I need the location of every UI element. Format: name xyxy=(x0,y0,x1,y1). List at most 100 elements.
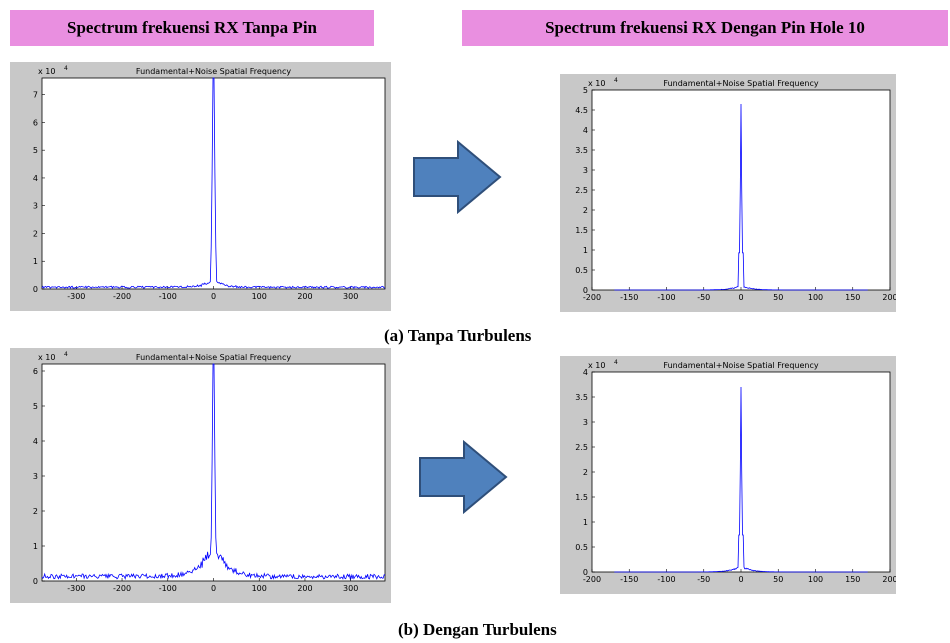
y-tick-label: 0 xyxy=(583,286,588,295)
x-tick-label: 100 xyxy=(252,584,267,593)
y-tick-label: 3.5 xyxy=(575,393,588,402)
axis-exponent: x 10 xyxy=(38,67,55,76)
x-tick-label: 0 xyxy=(738,575,743,584)
x-tick-label: -50 xyxy=(697,575,710,584)
plot-b-left: Fundamental+Noise Spatial Frequency x 10 4… xyxy=(10,348,391,603)
x-tick-label: -100 xyxy=(159,584,177,593)
y-tick-label: 1 xyxy=(583,246,588,255)
arrow-right-icon xyxy=(419,439,508,515)
x-tick-label: -200 xyxy=(113,292,131,301)
x-tick-label: 50 xyxy=(773,575,783,584)
x-tick-label: 200 xyxy=(882,575,896,584)
y-tick-label: 3 xyxy=(33,202,38,211)
y-tick-label: 3 xyxy=(583,418,588,427)
axis-exponent-power: 4 xyxy=(64,65,68,72)
y-tick-label: 0 xyxy=(33,577,38,586)
y-tick-label: 2.5 xyxy=(575,443,588,452)
y-tick-label: 3 xyxy=(33,472,38,481)
y-tick-label: 0 xyxy=(33,285,38,294)
y-tick-label: 4 xyxy=(33,174,38,183)
chart-a-right: Fundamental+Noise Spatial Frequency x 10 4… xyxy=(560,74,896,312)
y-tick-label: 5 xyxy=(33,402,38,411)
y-tick-label: 1 xyxy=(33,542,38,551)
axis-exponent: x 10 xyxy=(588,79,605,88)
series-line xyxy=(614,103,868,291)
y-tick-label: 4.5 xyxy=(575,106,588,115)
arrow-a xyxy=(412,139,502,219)
arrow-b xyxy=(418,439,508,519)
chart-title: Fundamental+Noise Spatial Frequency xyxy=(136,67,291,76)
y-tick-label: 2.5 xyxy=(575,186,588,195)
x-tick-label: 0 xyxy=(211,292,216,301)
series-line xyxy=(41,363,386,581)
y-tick-label: 4 xyxy=(583,368,588,377)
plot-a-left: Fundamental+Noise Spatial Frequency x 10 4… xyxy=(10,62,391,311)
x-tick-label: 150 xyxy=(845,293,860,302)
caption-b: (b) Dengan Turbulens xyxy=(398,620,557,640)
y-tick-label: 2 xyxy=(583,468,588,477)
y-tick-label: 2 xyxy=(33,229,38,238)
axis-exponent-power: 4 xyxy=(64,351,68,358)
chart-title: Fundamental+Noise Spatial Frequency xyxy=(136,353,291,362)
y-tick-label: 5 xyxy=(583,86,588,95)
chart-title: Fundamental+Noise Spatial Frequency xyxy=(663,361,818,370)
y-tick-label: 0.5 xyxy=(575,266,588,275)
y-tick-label: 1 xyxy=(33,257,38,266)
y-tick-label: 6 xyxy=(33,367,38,376)
x-tick-label: 200 xyxy=(882,293,896,302)
y-tick-label: 6 xyxy=(33,118,38,127)
axis-exponent: x 10 xyxy=(38,353,55,362)
y-tick-label: 1.5 xyxy=(575,493,588,502)
x-tick-label: 150 xyxy=(845,575,860,584)
axis-exponent-power: 4 xyxy=(614,77,618,84)
x-tick-label: -150 xyxy=(620,575,638,584)
caption-a-label: (a) Tanpa Turbulens xyxy=(384,326,532,345)
x-tick-label: 0 xyxy=(738,293,743,302)
y-tick-label: 1 xyxy=(583,518,588,527)
y-tick-label: 3 xyxy=(583,166,588,175)
header-left-label: Spectrum frekuensi RX Tanpa Pin xyxy=(66,18,317,37)
chart-b-left: Fundamental+Noise Spatial Frequency x 10 4… xyxy=(10,348,391,603)
x-tick-label: 300 xyxy=(343,292,358,301)
y-tick-label: 3.5 xyxy=(575,146,588,155)
plot-area xyxy=(41,77,386,290)
chart-a-left: Fundamental+Noise Spatial Frequency x 10 4… xyxy=(10,62,391,311)
x-tick-label: -300 xyxy=(67,584,85,593)
y-tick-label: 1.5 xyxy=(575,226,588,235)
y-tick-label: 4 xyxy=(583,126,588,135)
header-right: Spectrum frekuensi RX Dengan Pin Hole 10 xyxy=(462,10,948,46)
y-tick-label: 5 xyxy=(33,146,38,155)
caption-b-label: (b) Dengan Turbulens xyxy=(398,620,557,639)
y-tick-label: 7 xyxy=(33,91,38,100)
plot-area xyxy=(41,363,386,582)
x-tick-label: 300 xyxy=(343,584,358,593)
x-tick-label: -300 xyxy=(67,292,85,301)
x-tick-label: -150 xyxy=(620,293,638,302)
x-tick-label: 200 xyxy=(297,292,312,301)
x-tick-label: -100 xyxy=(159,292,177,301)
plot-b-right: Fundamental+Noise Spatial Frequency x 10 4… xyxy=(560,356,896,594)
x-tick-label: 50 xyxy=(773,293,783,302)
y-tick-label: 2 xyxy=(583,206,588,215)
x-tick-label: -100 xyxy=(657,575,675,584)
header-right-label: Spectrum frekuensi RX Dengan Pin Hole 10 xyxy=(545,18,865,37)
chart-title: Fundamental+Noise Spatial Frequency xyxy=(663,79,818,88)
x-tick-label: 0 xyxy=(211,584,216,593)
y-tick-label: 0.5 xyxy=(575,543,588,552)
axis-exponent: x 10 xyxy=(588,361,605,370)
x-tick-label: -200 xyxy=(583,293,601,302)
x-tick-label: -50 xyxy=(697,293,710,302)
y-tick-label: 2 xyxy=(33,507,38,516)
x-tick-label: 100 xyxy=(808,293,823,302)
series-line xyxy=(41,77,386,290)
x-tick-label: -100 xyxy=(657,293,675,302)
caption-a: (a) Tanpa Turbulens xyxy=(384,326,531,346)
axis-exponent-power: 4 xyxy=(614,359,618,366)
y-tick-label: 4 xyxy=(33,437,38,446)
x-tick-label: -200 xyxy=(113,584,131,593)
y-tick-label: 0 xyxy=(583,568,588,577)
x-tick-label: 100 xyxy=(808,575,823,584)
series-line xyxy=(614,386,868,573)
arrow-right-icon xyxy=(413,139,502,215)
